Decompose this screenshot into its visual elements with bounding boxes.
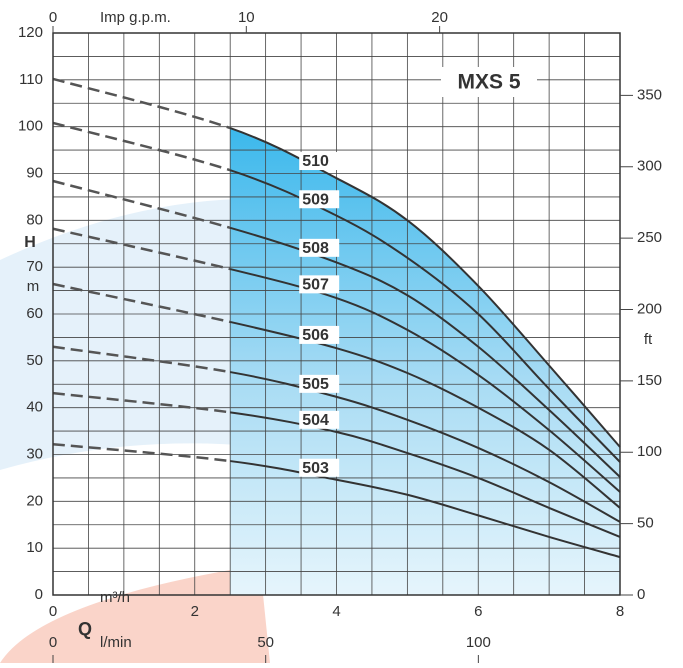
series-label-bg	[299, 190, 340, 209]
curve-dashed	[52, 77, 231, 130]
series-label-bg	[299, 325, 340, 344]
series-label: 504	[302, 412, 329, 429]
x-tick-label: 2	[191, 603, 199, 620]
curve-dashed	[52, 179, 231, 230]
y2-tick-label: 50	[637, 515, 654, 532]
x2-axis-unit: l/min	[100, 634, 132, 651]
y-tick-label: 90	[26, 164, 43, 181]
series-label-bg	[299, 374, 340, 393]
y-tick-label: 120	[18, 24, 43, 41]
x3-tick-label: 0	[49, 9, 57, 26]
series-label: 508	[302, 240, 329, 257]
series-label: 506	[302, 327, 329, 344]
y2-tick-label: 300	[637, 158, 662, 175]
y-tick-label: 20	[26, 492, 43, 509]
x-tick-label: 4	[332, 603, 340, 620]
curve-dashed	[52, 227, 231, 271]
series-label: 507	[302, 277, 329, 294]
curve	[229, 169, 621, 463]
x-axis-unit: m³/h	[100, 589, 130, 606]
y-tick-label: 70	[26, 258, 43, 275]
y-axis-unit: m	[27, 278, 40, 295]
x3-axis-unit: Imp g.p.m.	[100, 9, 171, 26]
curve-dashed	[52, 391, 231, 414]
watermark-red	[0, 565, 270, 663]
y-tick-label: 30	[26, 445, 43, 462]
x2-tick-label: 0	[49, 634, 57, 651]
y-tick-label: 60	[26, 305, 43, 322]
plot-frame	[52, 32, 621, 596]
series-label-bg	[299, 275, 340, 294]
chart-title: MXS 5	[457, 71, 520, 94]
series-label-bg	[299, 152, 340, 171]
x3-tick-label: 10	[238, 9, 255, 26]
x-tick-label: 8	[616, 603, 624, 620]
title-box	[441, 67, 537, 97]
curve	[229, 127, 621, 448]
x-axis-label: Q	[78, 619, 92, 639]
y2-tick-label: 200	[637, 300, 662, 317]
x-tick-label: 6	[474, 603, 482, 620]
y-axis-label: H	[24, 234, 36, 251]
y-tick-label: 50	[26, 352, 43, 369]
y-tick-label: 10	[26, 539, 43, 556]
curve-dashed	[52, 442, 231, 463]
y-tick-label: 40	[26, 399, 43, 416]
y-tick-label: 110	[19, 71, 43, 88]
series-label-bg	[299, 410, 340, 429]
y2-tick-label: 350	[637, 86, 662, 103]
y-tick-label: 0	[35, 586, 43, 603]
curve-dashed	[52, 345, 231, 374]
y2-tick-label: 250	[637, 229, 662, 246]
y2-axis-unit: ft	[644, 331, 653, 348]
y-tick-label: 80	[26, 211, 43, 228]
curve-dashed	[52, 282, 231, 324]
y-tick-label: 100	[18, 118, 43, 135]
y2-tick-label: 0	[637, 586, 645, 603]
x3-tick-label: 20	[431, 9, 448, 26]
series-label-bg	[299, 458, 340, 477]
y2-tick-label: 100	[637, 443, 662, 460]
y2-tick-label: 150	[637, 372, 662, 389]
x2-tick-label: 100	[466, 634, 491, 651]
series-label: 510	[302, 153, 329, 170]
series-label: 509	[302, 191, 329, 208]
x-tick-label: 0	[49, 603, 57, 620]
series-label-bg	[299, 238, 340, 257]
x2-tick-label: 50	[257, 634, 274, 651]
curve-dashed	[52, 121, 231, 172]
series-label: 503	[302, 460, 329, 477]
series-label: 505	[302, 376, 329, 393]
